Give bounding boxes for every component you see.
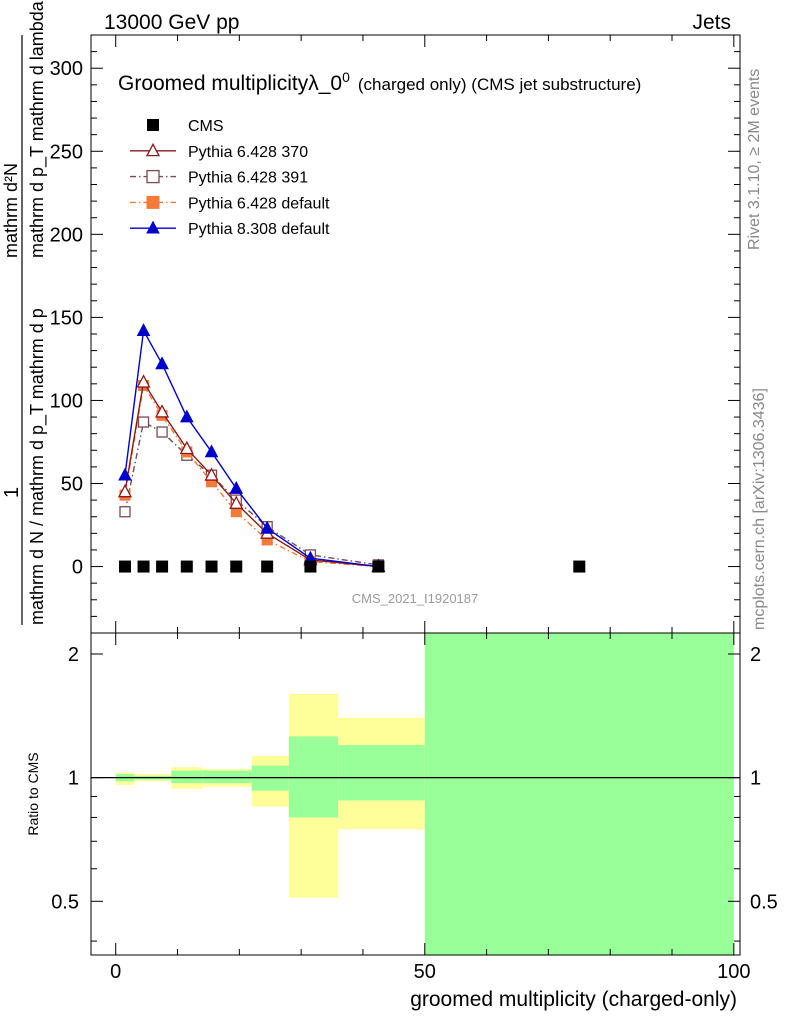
data-point-pythia-6-428-370 (179, 440, 194, 455)
main-panel: 0 50 100 150 200 250 300 Groomed multiplicityλ… (1, 0, 741, 634)
data-point-pythia-8-308-default (204, 444, 219, 458)
data-point-cms (180, 560, 193, 573)
legend-label-pythia-6-428-370: Pythia 6.428 370 (188, 144, 308, 161)
data-point-pythia-6-428-370 (229, 495, 244, 509)
legend-label-cms: CMS (188, 118, 224, 135)
x-axis-label: groomed multiplicity (charged-only) (410, 988, 737, 1011)
data-point-pythia-8-308-default (179, 409, 194, 423)
y-label-top-denominator: mathrm d N / mathrm d p_T mathrm d p (27, 308, 48, 625)
data-point-pythia-6-428-370 (117, 483, 133, 498)
y-tick-label: 100 (50, 390, 83, 412)
data-point-cms (304, 560, 317, 573)
x-tick-label: 0 (110, 961, 121, 983)
legend-marker-pythia-6-428-default (146, 195, 160, 209)
ratio-y-tick-label-right: 1 (750, 768, 761, 790)
y-tick-label: 250 (50, 141, 83, 163)
uncertainty-band-green (338, 745, 425, 801)
data-point-pythia-8-308-default (118, 467, 132, 481)
data-point-pythia-8-308-default (260, 520, 274, 534)
ratio-y-tick-label-right: 2 (750, 644, 761, 666)
ratio-bands (91, 633, 740, 955)
header-right: Jets (692, 11, 731, 34)
data-point-pythia-8-308-default (136, 323, 151, 337)
analysis-watermark: CMS_2021_I1920187 (352, 591, 479, 606)
data-point-pythia-6-428-370 (204, 467, 219, 481)
y-tick-label: 300 (50, 58, 83, 80)
legend-label-pythia-6-428-default: Pythia 6.428 default (188, 195, 330, 212)
legend-marker-pythia-8-308-default (146, 220, 160, 234)
legend-label-pythia-6-428-391: Pythia 6.428 391 (188, 170, 308, 187)
y-label-denominator: mathrm d p_T mathrm d lambda (27, 0, 48, 258)
series-line-pythia-6-428-default (124, 383, 379, 568)
ratio-frame (90, 632, 741, 956)
plot-title-superscript: 0 (342, 69, 350, 85)
y-tick-label: 150 (50, 307, 83, 329)
data-point-pythia-8-308-default (229, 480, 244, 494)
data-point-pythia-6-428-370 (155, 404, 170, 418)
ratio-ticks: 0.5 0.5 1 1 2 2 0 50 100 (51, 633, 778, 983)
data-point-pythia-6-428-391 (137, 416, 150, 428)
plot-title-main: Groomed multiplicityλ_0 (118, 72, 342, 95)
rivet-version-label: Rivet 3.1.10, ≥ 2M events (746, 69, 763, 250)
legend-marker-cms (147, 119, 159, 131)
data-point-cms (156, 560, 169, 573)
data-point-cms (261, 560, 274, 573)
data-point-pythia-8-308-default (155, 356, 169, 370)
data-point-cms (230, 560, 243, 573)
x-tick-label: 100 (717, 961, 750, 983)
ratio-y-tick-label: 1 (68, 768, 79, 790)
main-y-ticks: 0 50 100 150 200 250 300 (50, 34, 740, 634)
uncertainty-band-green (171, 770, 203, 784)
y-label-numerator: mathrm d²N (1, 163, 21, 258)
main-y-axis-label: 1 mathrm d N / mathrm d p_T mathrm d p m… (1, 0, 48, 625)
data-point-pythia-6-428-391 (156, 426, 168, 438)
main-series (117, 323, 586, 573)
plot-title-suffix: (charged only) (CMS jet substructure) (358, 75, 641, 94)
uncertainty-band-green (424, 633, 734, 955)
data-point-cms (573, 560, 586, 573)
mcplots-label: mcplots.cern.ch [arXiv:1306.3436] (751, 388, 768, 630)
data-point-cms (118, 560, 131, 573)
legend-marker-pythia-6-428-370 (145, 142, 161, 157)
uncertainty-band-green (202, 770, 252, 784)
ratio-y-axis-label: Ratio to CMS (25, 752, 41, 835)
plot-title: Groomed multiplicityλ_00 (charged only) (… (118, 69, 641, 95)
uncertainty-band-green (288, 736, 339, 818)
data-point-cms (205, 560, 218, 573)
y-tick-label: 200 (50, 224, 83, 246)
legend: CMS Pythia 6.428 370 Pythia 6.428 391 Pythi… (130, 118, 330, 238)
legend-marker-pythia-6-428-391 (146, 169, 160, 184)
x-tick-label: 50 (414, 961, 436, 983)
legend-label-pythia-8-308-default: Pythia 8.308 default (188, 221, 330, 238)
data-point-pythia-6-428-391 (119, 506, 131, 518)
ratio-y-tick-label-right: 0.5 (750, 891, 778, 913)
data-point-pythia-6-428-370 (136, 374, 151, 388)
y-label-top: 1 (1, 487, 23, 498)
y-tick-label: 50 (61, 474, 83, 496)
header-left: 13000 GeV pp (104, 11, 239, 34)
ratio-panel: 0.5 0.5 1 1 2 2 0 50 100 Ratio to CMS groomed mu… (25, 632, 778, 1011)
y-tick-label: 0 (72, 557, 83, 579)
ratio-y-tick-label: 2 (68, 644, 79, 666)
series-line-pythia-6-428-391 (124, 420, 379, 566)
ratio-y-tick-label: 0.5 (51, 891, 79, 913)
data-point-cms (372, 560, 385, 573)
data-point-cms (137, 560, 150, 573)
